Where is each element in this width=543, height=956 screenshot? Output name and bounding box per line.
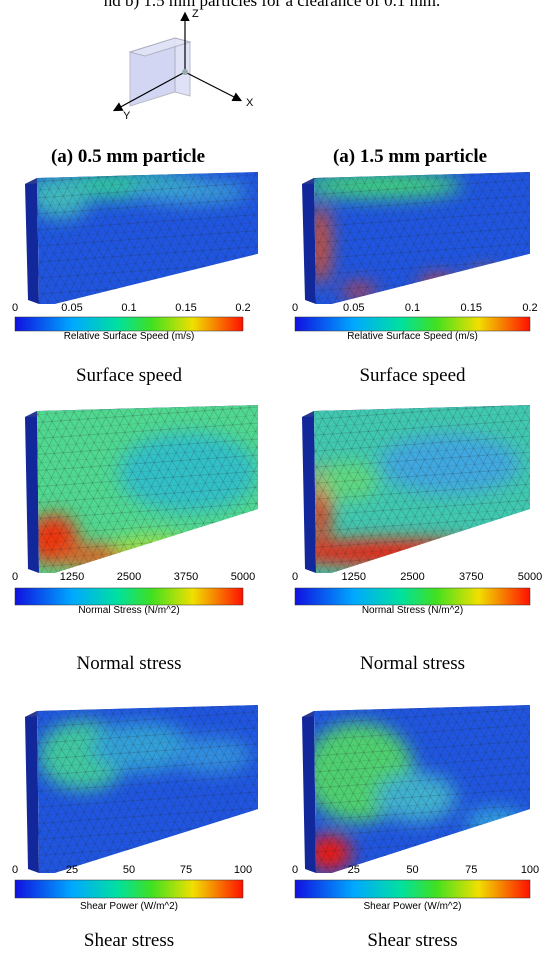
colorbar-tick-label: 5000 [518,571,542,583]
surface-blob [469,270,500,285]
panel-caption: Shear stress [84,930,174,951]
side-face [25,711,39,873]
colorbar-tick-label: 0 [12,864,18,876]
contour-plot [302,405,530,573]
panel-caption: Normal stress [360,653,465,674]
colorbar [294,879,531,899]
contour-plot [302,705,530,873]
colorbar-label: Normal Stress (N/m^2) [78,605,179,616]
colorbar-tick-label: 3750 [174,571,198,583]
colorbar-tick-label: 0.05 [61,302,82,314]
mesh [37,705,258,873]
mesh [37,405,258,573]
colorbar-label: Normal Stress (N/m^2) [362,605,463,616]
side-face [25,411,39,573]
colorbar-label: Shear Power (W/m^2) [80,901,178,912]
colorbar [14,587,244,606]
axis-label-y: Y [123,110,131,122]
surface [37,172,258,304]
side-face [302,178,316,304]
surface [314,705,530,873]
colorbar-tick-label: 0.15 [175,302,196,314]
colorbar-tick-label: 100 [521,864,539,876]
colorbar-tick-label: 100 [234,864,252,876]
colorbar-tick-label: 0 [12,302,18,314]
contour-plot [25,705,258,873]
side-face [25,178,39,304]
colorbar-tick-label: 25 [66,864,78,876]
panel-caption: Surface speed [76,365,183,386]
contour-plot [25,405,258,573]
colorbar-tick-label: 50 [123,864,135,876]
colorbar [294,316,531,332]
colorbar-tick-label: 75 [465,864,477,876]
colorbar-label: Relative Surface Speed (m/s) [64,331,195,342]
colorbar [294,587,531,606]
surface [37,705,258,873]
colorbar [14,879,244,899]
surface [37,405,258,573]
header-text: nd b) 1.5 mm particles for a clearance o… [104,0,441,10]
colorbar-tick-label: 0.2 [522,302,537,314]
colorbar-tick-label: 2500 [400,571,424,583]
colorbar-tick-label: 75 [180,864,192,876]
panel-caption: Surface speed [359,365,466,386]
axis-label-x: X [246,97,254,109]
colorbar-tick-label: 2500 [117,571,141,583]
axis-label-z: Z [192,8,199,20]
contour-plot [25,172,258,304]
column-title: (a) 0.5 mm particle [51,146,205,167]
contour-plot [302,172,530,304]
mesh [37,172,258,304]
colorbar-label: Shear Power (W/m^2) [363,901,461,912]
mesh [314,705,530,873]
surface [314,172,530,304]
colorbar-tick-label: 0.15 [461,302,482,314]
colorbar-tick-label: 0 [292,864,298,876]
surface [314,405,530,573]
mesh [314,172,530,304]
colorbar-tick-label: 5000 [231,571,255,583]
column-title: (a) 1.5 mm particle [333,146,487,167]
colorbar-label: Relative Surface Speed (m/s) [347,331,478,342]
colorbar [14,316,244,332]
colorbar-tick-label: 0 [292,302,298,314]
side-face [302,711,316,873]
colorbar-tick-label: 3750 [459,571,483,583]
colorbar-tick-label: 1250 [60,571,84,583]
side-face [302,411,316,573]
colorbar-tick-label: 0 [12,571,18,583]
colorbar-tick-label: 1250 [342,571,366,583]
axes-icon [112,11,243,112]
colorbar-tick-label: 0.1 [121,302,136,314]
panel-caption: Normal stress [76,653,181,674]
colorbar-tick-label: 0.2 [235,302,250,314]
colorbar-tick-label: 0.1 [405,302,420,314]
colorbar-tick-label: 50 [406,864,418,876]
colorbar-tick-label: 0.05 [343,302,364,314]
colorbar-tick-label: 25 [348,864,360,876]
mesh [314,405,530,573]
panel-caption: Shear stress [367,930,457,951]
colorbar-tick-label: 0 [292,571,298,583]
